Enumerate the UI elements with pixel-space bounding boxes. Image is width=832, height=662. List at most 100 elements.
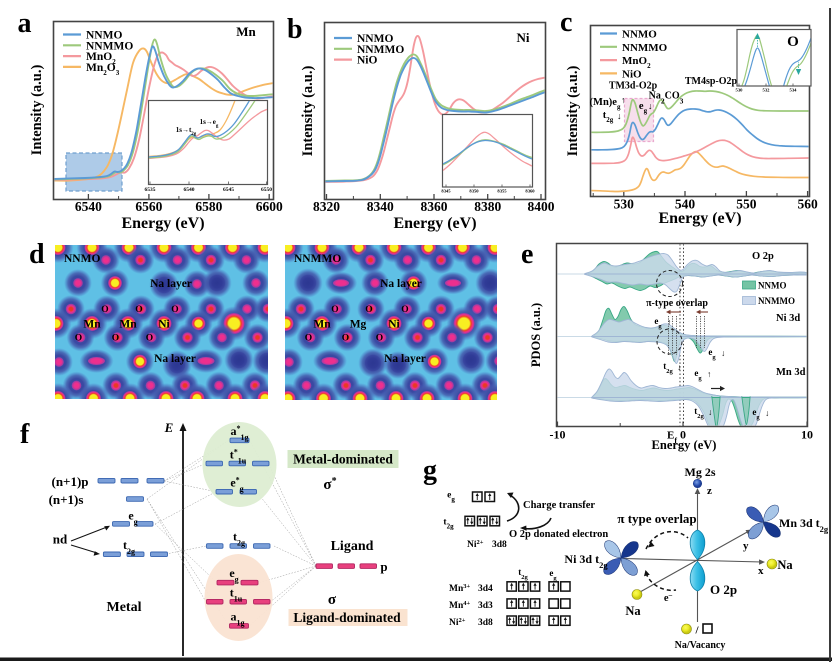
svg-text:eg: eg [229,566,238,584]
svg-text:O: O [305,334,312,344]
svg-text:MnO2: MnO2 [622,55,651,70]
svg-text:a: a [18,8,32,39]
svg-text:O: O [342,334,349,344]
svg-text:-10: -10 [550,428,566,442]
svg-text:540: 540 [675,197,696,212]
svg-text:NNMMO: NNMMO [357,44,404,56]
svg-text:nd: nd [53,532,68,547]
svg-text:534: 534 [790,88,798,93]
svg-text:530: 530 [736,88,744,93]
svg-text:8355: 8355 [497,189,507,194]
svg-text:Ni: Ni [158,319,170,331]
svg-text:8345: 8345 [441,189,451,194]
svg-text:6540: 6540 [75,199,102,214]
svg-text:8350: 8350 [469,189,479,194]
svg-text:Mg 2s: Mg 2s [685,465,716,479]
svg-text:x: x [758,565,764,577]
svg-text:c: c [560,7,572,38]
svg-text:Ni: Ni [388,319,400,331]
svg-text:6580: 6580 [195,199,222,214]
svg-text:O: O [146,334,153,344]
svg-text:8400: 8400 [528,199,555,214]
svg-text:Na: Na [625,604,641,618]
svg-text:O 2p: O 2p [710,582,737,597]
svg-text:O: O [401,305,408,315]
svg-text:Mn: Mn [119,319,137,331]
svg-text:Mn2O3: Mn2O3 [86,62,120,77]
svg-text:550: 550 [736,197,757,212]
svg-text:530: 530 [614,197,635,212]
svg-text:NiO: NiO [622,68,642,80]
svg-text:O: O [135,305,142,315]
svg-text:p: p [380,559,387,574]
svg-text:t2g: t2g [603,110,614,124]
svg-text:↑: ↑ [621,95,626,105]
svg-text:0: 0 [680,428,686,442]
svg-text:d: d [29,239,45,270]
svg-text:Mn3+: Mn3+ [449,582,471,594]
svg-text:t2g: t2g [443,518,454,531]
svg-text:NNMO: NNMO [622,29,657,41]
svg-text:Charge transfer: Charge transfer [523,500,595,511]
svg-text:/: / [694,625,699,637]
svg-text:O: O [101,305,108,315]
svg-text:(n+1)s: (n+1)s [49,492,84,507]
svg-text:Metal: Metal [107,600,142,615]
svg-text:MnO2: MnO2 [86,51,116,66]
svg-text:O 2p donated electron: O 2p donated electron [509,529,608,540]
svg-text:6540: 6540 [184,187,195,193]
svg-text:8360: 8360 [525,189,535,194]
svg-text:6600: 6600 [256,199,283,214]
svg-text:Na layer: Na layer [150,278,192,290]
svg-text:Ni 3d: Ni 3d [776,313,800,324]
svg-text:(n+1)p: (n+1)p [51,474,88,489]
svg-text:Energy (eV): Energy (eV) [658,210,741,227]
svg-text:O: O [376,334,383,344]
svg-text:y: y [743,540,749,552]
svg-text:Ef: Ef [667,430,677,446]
svg-text:Ni 3d t2g: Ni 3d t2g [564,552,608,570]
svg-text:3d8: 3d8 [478,618,493,628]
svg-text:Na layer: Na layer [384,353,426,365]
svg-text:O 2p: O 2p [752,251,774,262]
svg-text:eg: eg [549,568,557,582]
svg-text:NNMO: NNMO [357,33,393,45]
svg-text:Energy (eV): Energy (eV) [652,438,717,452]
svg-text:(Mn)eg: (Mn)eg [590,97,621,111]
svg-text:eg: eg [694,368,702,382]
svg-text:560: 560 [797,197,818,212]
svg-text:z: z [707,485,712,497]
svg-text:π-type overlap: π-type overlap [646,298,708,309]
svg-text:Na: Na [777,558,793,572]
svg-text:NiO: NiO [357,55,378,67]
svg-text:E: E [164,420,174,435]
svg-text:TM4sp-O2p: TM4sp-O2p [685,76,738,87]
svg-text:f: f [20,419,30,450]
svg-text:6560: 6560 [135,199,162,214]
svg-text:Energy (eV): Energy (eV) [393,215,476,232]
svg-text:σ: σ [328,592,337,608]
svg-text:Na layer: Na layer [380,278,422,290]
svg-text:Mn: Mn [83,319,101,331]
svg-text:NNMMO: NNMMO [86,40,133,52]
svg-text:1s→t2g: 1s→t2g [176,126,197,137]
svg-text:Mn4+: Mn4+ [449,599,471,611]
svg-text:NNMMO: NNMMO [622,42,668,54]
svg-text:Ligand-dominated: Ligand-dominated [293,610,401,625]
svg-text:8360: 8360 [421,199,448,214]
svg-text:1s→eg: 1s→eg [200,118,219,129]
svg-text:eg: eg [708,347,716,361]
svg-text:Ligand: Ligand [331,539,374,554]
svg-text:Intensity (a.u.): Intensity (a.u.) [565,66,581,157]
svg-text:g: g [423,455,437,486]
svg-text:532: 532 [763,88,771,93]
svg-text:↓: ↓ [677,362,681,372]
svg-text:Na2CO3: Na2CO3 [649,91,684,106]
svg-text:6550: 6550 [261,187,272,193]
svg-text:PDOS (a.u.): PDOS (a.u.) [529,303,543,367]
svg-text:eg: eg [128,509,137,527]
svg-text:8320: 8320 [313,199,340,214]
svg-text:O: O [331,305,338,315]
svg-text:6535: 6535 [145,187,156,193]
svg-text:Intensity (a.u.): Intensity (a.u.) [300,66,316,157]
